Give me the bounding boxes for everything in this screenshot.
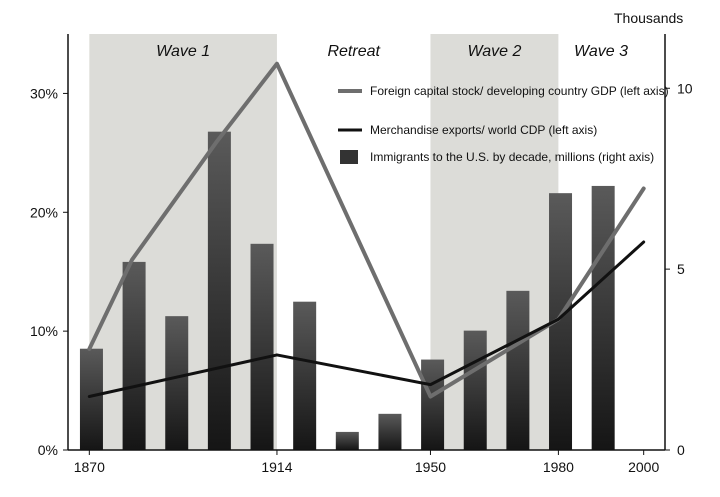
legend: Foreign capital stock/ developing countr… <box>338 84 669 164</box>
bar-1900 <box>207 131 231 451</box>
period-label-1: Retreat <box>327 43 380 60</box>
bar-1970 <box>506 290 530 450</box>
right-axis-unit-label: Thousands <box>614 10 683 26</box>
legend-entry-merchandise-exports: Merchandise exports/ world CDP (left axi… <box>370 123 597 137</box>
left-tick-label: 0% <box>38 442 58 458</box>
left-tick-label: 10% <box>30 323 58 339</box>
period-label-3: Wave 3 <box>574 43 628 60</box>
bar-1910 <box>250 243 274 450</box>
bar-1930 <box>335 431 359 450</box>
bar-1870 <box>79 348 103 450</box>
bar-1940 <box>378 413 402 450</box>
bar-1890 <box>165 316 189 450</box>
bar-1990 <box>591 185 615 451</box>
x-tick-label: 1950 <box>415 459 446 475</box>
legend-swatch-immigrants <box>340 150 358 164</box>
left-tick-label: 20% <box>30 204 58 220</box>
x-tick-label: 1914 <box>261 459 292 475</box>
right-tick-label: 0 <box>677 442 685 458</box>
period-label-0: Wave 1 <box>156 43 210 60</box>
legend-entry-foreign-capital: Foreign capital stock/ developing countr… <box>370 84 669 98</box>
series-line-1 <box>87 240 646 399</box>
x-tick-label: 1870 <box>74 459 105 475</box>
period-label-2: Wave 2 <box>467 43 521 60</box>
x-tick-label: 1980 <box>543 459 574 475</box>
bar-1950 <box>421 359 445 450</box>
x-tick-label: 2000 <box>628 459 659 475</box>
period-shade-2 <box>430 34 559 450</box>
right-tick-label: 5 <box>677 261 685 277</box>
right-tick-label: 10 <box>677 80 693 96</box>
bar-1920 <box>293 301 317 450</box>
bar-1960 <box>463 330 487 450</box>
left-tick-label: 30% <box>30 85 58 101</box>
bar-1980 <box>549 193 573 450</box>
bar-1880 <box>122 261 146 450</box>
legend-entry-immigrants: Immigrants to the U.S. by decade, millio… <box>370 150 654 164</box>
